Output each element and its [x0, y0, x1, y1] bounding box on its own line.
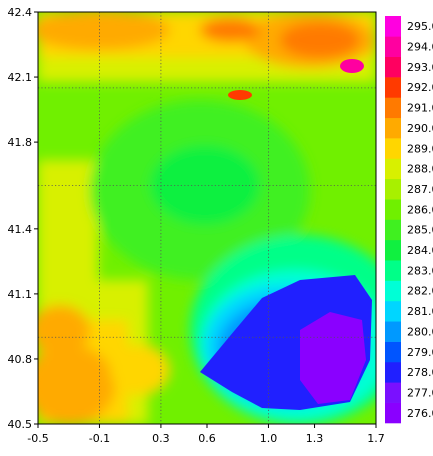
field-northwest-hot [38, 12, 170, 50]
colorbar-swatch [385, 382, 401, 403]
x-tick-label: 1.3 [306, 432, 324, 445]
colorbar-label: 279.0 [407, 346, 433, 359]
colorbar-label: 284.0 [407, 244, 433, 257]
plot-area [38, 12, 376, 424]
colorbar-swatch [385, 77, 401, 98]
colorbar-label: 294.0 [407, 41, 433, 54]
colorbar-swatch [385, 178, 401, 200]
colorbar-label: 285.0 [407, 224, 433, 237]
colorbar-label: 283.0 [407, 264, 433, 277]
field-cold-core-violet [300, 312, 366, 404]
colorbar: 276.0 277.0 278.0 279.0 280.0 281.0 282.0 283.0… [385, 16, 433, 424]
y-tick-label: 40.8 [8, 353, 33, 366]
colorbar-label: 286.0 [407, 203, 433, 216]
y-tick-label: 41.1 [8, 288, 33, 301]
colorbar-swatch [385, 56, 401, 78]
colorbar-label: 290.0 [407, 122, 433, 135]
colorbar-label: 276.0 [407, 407, 433, 420]
colorbar-swatch [385, 341, 401, 363]
field-west-orange [38, 305, 90, 355]
x-axis: -0.5 -0.1 0.3 0.6 1.0 1.3 1.7 [27, 424, 385, 445]
colorbar-swatch [385, 260, 401, 281]
colorbar-swatch [385, 16, 401, 37]
colorbar-swatch [385, 239, 401, 261]
x-tick-label: 0.6 [198, 432, 216, 445]
graticule [38, 12, 376, 424]
colorbar-label: 289.0 [407, 142, 433, 155]
colorbar-swatch [385, 280, 401, 302]
y-tick-label: 41.8 [8, 136, 33, 149]
y-axis: 40.5 40.8 41.1 41.4 41.8 42.1 42.4 [8, 6, 38, 431]
y-tick-label: 41.4 [8, 223, 33, 236]
colorbar-swatch [385, 219, 401, 241]
y-tick-label: 42.4 [8, 6, 33, 19]
field-west-warm [38, 160, 98, 300]
colorbar-swatch [385, 300, 401, 322]
colorbar-label: 287.0 [407, 183, 433, 196]
colorbar-swatch [385, 158, 401, 180]
field-southwest-hot [38, 345, 115, 424]
x-tick-label: 1.7 [367, 432, 385, 445]
colorbar-label: 281.0 [407, 305, 433, 318]
colorbar-swatch [385, 117, 401, 139]
colorbar-label: 293.0 [407, 61, 433, 74]
colorbar-label: 280.0 [407, 325, 433, 338]
field-north-red [200, 18, 260, 42]
field-northeast-red [280, 22, 360, 58]
colorbar-swatch [385, 36, 401, 57]
colorbar-label: 291.0 [407, 102, 433, 115]
x-tick-label: -0.5 [27, 432, 48, 445]
colorbar-swatch [385, 97, 401, 119]
colorbar-label: 292.0 [407, 81, 433, 94]
colorbar-swatch [385, 361, 401, 383]
colorbar-label: 282.0 [407, 285, 433, 298]
colorbar-label: 278.0 [407, 366, 433, 379]
colorbar-swatch [385, 402, 401, 424]
x-tick-label: 0.3 [152, 432, 170, 445]
colorbar-swatch [385, 138, 401, 159]
colorbar-swatch [385, 321, 401, 342]
field-southcentral-orange [110, 345, 170, 395]
y-tick-label: 42.1 [8, 71, 33, 84]
x-tick-label: 1.0 [260, 432, 278, 445]
field-hotspot-magenta [340, 59, 364, 73]
colorbar-label: 295.0 [407, 20, 433, 33]
y-tick-label: 40.5 [8, 418, 33, 431]
colorbar-label: 288.0 [407, 163, 433, 176]
colorbar-swatch [385, 199, 401, 220]
x-tick-label: -0.1 [89, 432, 110, 445]
field-hotspot-red [228, 90, 252, 100]
colorbar-label: 277.0 [407, 386, 433, 399]
field-central-deepgreen [150, 145, 260, 225]
